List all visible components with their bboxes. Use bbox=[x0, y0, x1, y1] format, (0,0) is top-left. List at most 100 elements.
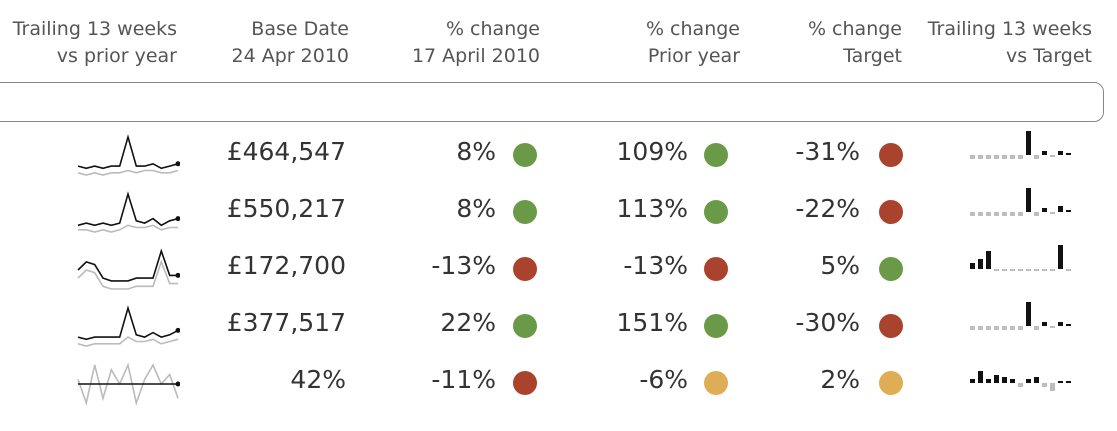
change-week-value: -13% bbox=[431, 251, 496, 280]
target-bar bbox=[1042, 269, 1047, 271]
target-bar bbox=[1042, 383, 1047, 387]
target-bar bbox=[978, 212, 983, 216]
status-indicator-icon bbox=[704, 200, 728, 224]
status-indicator-icon bbox=[879, 314, 903, 338]
target-bar bbox=[1042, 208, 1047, 212]
change-target-value: -30% bbox=[795, 308, 860, 337]
target-bar bbox=[1018, 212, 1023, 216]
target-bar bbox=[986, 326, 991, 330]
target-bar bbox=[986, 155, 991, 159]
target-bar bbox=[994, 269, 999, 271]
target-bar bbox=[1066, 153, 1071, 155]
status-indicator-icon bbox=[879, 143, 903, 167]
status-indicator-icon bbox=[879, 257, 903, 281]
target-bar bbox=[1050, 326, 1055, 328]
target-bar bbox=[970, 263, 975, 269]
target-bar bbox=[1002, 326, 1007, 330]
target-bar bbox=[1010, 269, 1015, 271]
header-line: 24 Apr 2010 bbox=[231, 45, 349, 67]
sparkline-prior-year bbox=[78, 224, 178, 233]
target-bar bbox=[1050, 383, 1055, 391]
sparkline-prior-year bbox=[77, 169, 179, 176]
target-bar bbox=[1050, 212, 1055, 214]
target-bar bbox=[986, 212, 991, 216]
header-line: Base Date bbox=[251, 18, 349, 40]
target-bar bbox=[1002, 212, 1007, 216]
target-bar-sparkline bbox=[970, 131, 1071, 159]
header-line: % change bbox=[645, 18, 740, 40]
target-bar-sparkline bbox=[970, 302, 1071, 330]
header-line: Trailing 13 weeks bbox=[12, 18, 177, 40]
status-indicator-icon bbox=[513, 200, 537, 224]
header-trailing-vs-target: Trailing 13 weeks vs Target bbox=[920, 16, 1092, 70]
target-bar bbox=[1058, 151, 1063, 155]
sparkline-end-point bbox=[175, 216, 180, 222]
sparkline-end-point bbox=[175, 272, 180, 278]
target-bar bbox=[1058, 206, 1063, 212]
sparkline-current bbox=[77, 134, 179, 170]
change-week-value: 8% bbox=[456, 137, 496, 166]
sparkline-prior-year bbox=[77, 259, 178, 290]
status-indicator-icon bbox=[704, 371, 728, 395]
target-bar bbox=[994, 155, 999, 159]
status-indicator-icon bbox=[704, 143, 728, 167]
target-bar bbox=[986, 379, 991, 383]
target-bar bbox=[1034, 377, 1039, 383]
trend-sparkline bbox=[77, 305, 180, 347]
header-line: Target bbox=[843, 45, 902, 67]
base-value: £464,547 bbox=[226, 137, 346, 166]
header-line: 17 April 2010 bbox=[411, 45, 540, 67]
target-bar bbox=[986, 251, 991, 269]
target-bar bbox=[1010, 379, 1015, 383]
status-indicator-icon bbox=[513, 371, 537, 395]
target-bar bbox=[1026, 302, 1031, 326]
trend-sparkline bbox=[77, 134, 180, 176]
trend-sparkline bbox=[77, 191, 180, 233]
status-indicator-icon bbox=[704, 314, 728, 338]
target-bar bbox=[970, 155, 975, 159]
sparkline-prior-year bbox=[77, 336, 179, 347]
sparkline-end-point bbox=[175, 161, 180, 167]
change-target-value: 2% bbox=[820, 365, 860, 394]
header-line: Trailing 13 weeks bbox=[927, 18, 1092, 40]
target-bar bbox=[1018, 269, 1023, 271]
target-bar bbox=[1018, 155, 1023, 159]
header-trailing-vs-prior: Trailing 13 weeks vs prior year bbox=[0, 16, 177, 70]
base-value: £172,700 bbox=[226, 251, 346, 280]
sparkline-end-point bbox=[175, 327, 180, 333]
target-bar bbox=[1034, 326, 1039, 330]
target-bar bbox=[978, 326, 983, 330]
target-bar bbox=[1050, 269, 1055, 271]
target-bar bbox=[1058, 245, 1063, 269]
header-line: vs prior year bbox=[56, 45, 177, 67]
header-line: vs Target bbox=[1006, 45, 1092, 67]
status-indicator-icon bbox=[513, 314, 537, 338]
table-row: 42% -11% -6% 2% bbox=[0, 357, 1117, 413]
base-value: £377,517 bbox=[226, 308, 346, 337]
target-bar bbox=[1042, 322, 1047, 326]
target-bar bbox=[1002, 155, 1007, 159]
filter-band[interactable] bbox=[0, 82, 1104, 122]
table-row: £172,700 -13% -13% 5% bbox=[0, 243, 1117, 299]
target-bar bbox=[978, 371, 983, 383]
target-bar bbox=[1066, 210, 1071, 212]
table-row: £377,517 22% 151% -30% bbox=[0, 300, 1117, 356]
target-bar-sparkline bbox=[970, 188, 1071, 216]
target-bar bbox=[1050, 155, 1055, 157]
target-bar-sparkline bbox=[970, 245, 1071, 271]
change-week-value: 8% bbox=[456, 194, 496, 223]
target-bar bbox=[1034, 269, 1039, 271]
change-week-value: -11% bbox=[431, 365, 496, 394]
sparkline-current bbox=[77, 248, 178, 282]
status-indicator-icon bbox=[513, 257, 537, 281]
status-indicator-icon bbox=[704, 257, 728, 281]
target-bar bbox=[1026, 188, 1031, 212]
trend-sparkline bbox=[77, 362, 180, 406]
target-bar bbox=[1010, 155, 1015, 159]
target-bar bbox=[978, 155, 983, 159]
target-bar bbox=[1002, 377, 1007, 383]
target-bar bbox=[1058, 322, 1063, 326]
target-bar bbox=[1026, 379, 1031, 383]
change-prior-year-value: 109% bbox=[616, 137, 688, 166]
change-week-value: 22% bbox=[440, 308, 496, 337]
